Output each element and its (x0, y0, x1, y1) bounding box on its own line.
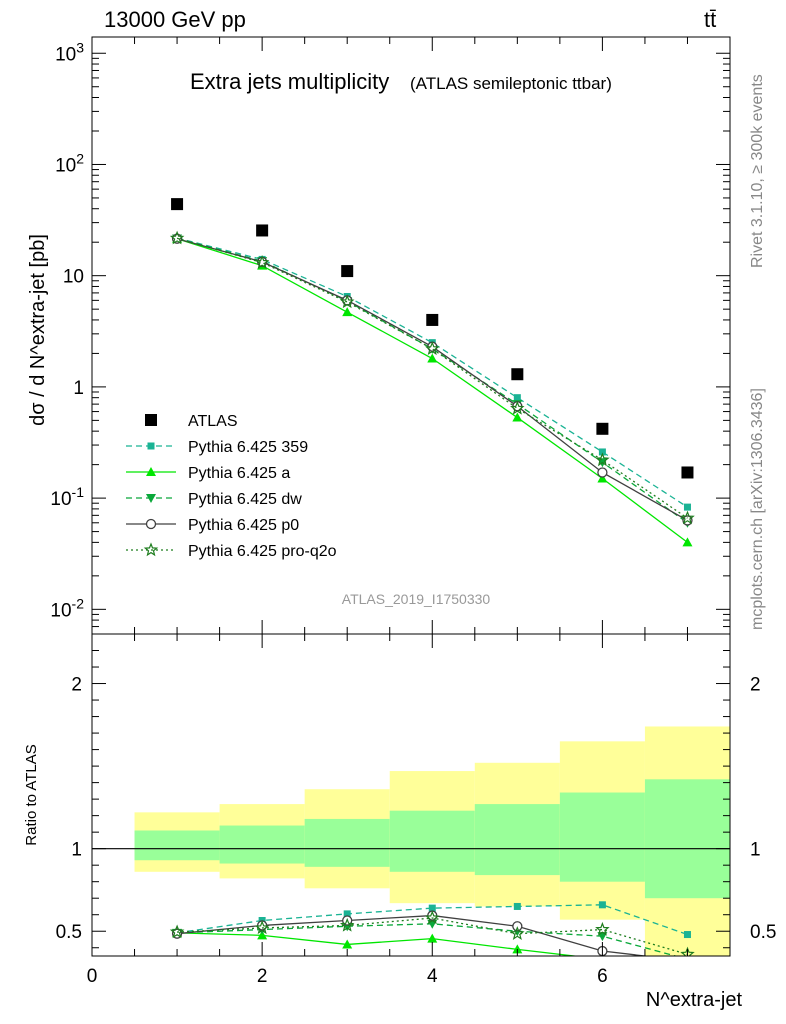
ratio-y-tick-label-right: 0.5 (750, 922, 776, 943)
legend-marker (145, 414, 157, 426)
data-point (426, 313, 439, 326)
data-point (254, 254, 270, 269)
uncertainty-band-inner (134, 830, 220, 861)
main-y-tick-label: 102 (55, 150, 84, 176)
main-y-tick-label: 10 (63, 267, 84, 288)
ratio-point (342, 939, 353, 949)
main-title: Extra jets multiplicity (190, 69, 389, 94)
data-point (597, 473, 608, 483)
legend-label: Pythia 6.425 359 (188, 439, 308, 456)
uncertainty-band-inner (559, 792, 645, 882)
legend-label: Pythia 6.425 pro-q2o (188, 543, 337, 560)
main-y-tick-label: 10-2 (50, 595, 84, 621)
ratio-point (680, 946, 695, 956)
data-point (511, 368, 524, 381)
ratio-x-tick-label: 2 (257, 966, 268, 987)
uncertainty-band-inner (644, 779, 730, 899)
data-point (595, 452, 610, 467)
ratio-point (339, 917, 355, 932)
energy-label: 13000 GeV pp (104, 7, 246, 32)
ratio-point (513, 902, 521, 910)
uncertainty-band-inner (219, 825, 305, 864)
ratio-point (169, 924, 185, 939)
data-point (513, 394, 521, 402)
legend-marker (145, 518, 157, 530)
data-point (171, 198, 184, 211)
ratio-x-tick-label: 4 (427, 966, 438, 987)
legend-marker (146, 467, 156, 476)
ratio-point (683, 931, 691, 939)
legend: ATLAS Pythia 6.425 359 Pythia 6.425 a Pythi… (126, 413, 337, 560)
data-point (425, 341, 440, 356)
ratio-point (427, 933, 438, 943)
data-point (598, 448, 606, 456)
main-y-tick-label: 10-1 (50, 484, 84, 510)
ratio-point (254, 920, 270, 935)
data-point (512, 412, 523, 422)
data-point (683, 503, 691, 511)
uncertainty-band-inner (389, 810, 475, 872)
data-point (341, 265, 354, 278)
ratio-line (177, 917, 688, 955)
ratio-x-tick-label: 0 (87, 966, 98, 987)
ratio-series-group (169, 901, 695, 956)
legend-marker (143, 542, 159, 557)
data-point (680, 510, 695, 525)
ratio-point (343, 910, 351, 918)
legend-label: Pythia 6.425 a (188, 465, 290, 482)
data-point (682, 537, 693, 547)
ratio-y-tick-label: 0.5 (56, 922, 82, 943)
ratio-point (425, 910, 440, 925)
ratio-point (512, 944, 523, 954)
ratio-point (428, 904, 436, 912)
rivet-label: Rivet 3.1.10, ≥ 300k events (749, 74, 766, 268)
series-atlas (171, 198, 694, 479)
legend-marker (146, 494, 156, 503)
analysis-tag: ATLAS_2019_I1750330 (342, 591, 491, 607)
ratio-point (598, 901, 606, 909)
data-point (427, 353, 438, 363)
ratio-ylabel: Ratio to ATLAS (23, 744, 40, 845)
ratio-y-tick-label-right: 2 (750, 675, 761, 696)
ratio-y-tick-label: 1 (71, 840, 82, 861)
ratio-point (510, 926, 525, 940)
ratio-x-tick-label: 6 (597, 966, 608, 987)
ratio-point (257, 930, 268, 940)
legend-marker (147, 442, 155, 450)
main-y-tick-label: 1 (73, 378, 84, 399)
uncertainty-band-inner (304, 818, 390, 867)
ratio-panel: 0 2 4 6 0.5 0.5 1 1 2 2 Ratio to ATLAS N^extra-je… (23, 633, 776, 1011)
data-point (256, 224, 269, 237)
main-subtitle: (ATLAS semileptonic ttbar) (410, 74, 612, 93)
data-point (342, 307, 353, 317)
series-pythia-6-425-dw (172, 234, 693, 528)
process-label: tt̄ (704, 7, 716, 32)
ratio-point (595, 921, 610, 936)
uncertainty-band-inner (474, 804, 560, 876)
series-pythia-6-425-pro-q2o (169, 230, 695, 525)
main-ylabel: dσ / d N^extra-jet [pb] (27, 234, 49, 426)
ratio-y-tick-label-right: 1 (750, 840, 761, 861)
ratio-series-pythia-6-425-pro-q2o (169, 910, 695, 956)
data-point (169, 230, 185, 245)
legend-label: ATLAS (188, 413, 238, 430)
main-y-tick-label: 103 (55, 39, 84, 65)
legend-label: Pythia 6.425 dw (188, 491, 302, 508)
data-point (510, 400, 525, 415)
legend-label: Pythia 6.425 p0 (188, 517, 299, 534)
data-point (597, 467, 608, 478)
main-panel: 10-2 10-1 1 10 102 103 Extra jets multiplicit… (27, 36, 731, 635)
data-point (339, 294, 355, 309)
data-point (596, 422, 609, 435)
ratio-frame (91, 633, 731, 957)
source-label: mcplots.cern.ch [arXiv:1306.3436] (749, 388, 766, 630)
data-point (681, 466, 694, 479)
ratio-xlabel: N^extra-jet (646, 989, 743, 1011)
ratio-y-tick-label: 2 (71, 675, 82, 696)
